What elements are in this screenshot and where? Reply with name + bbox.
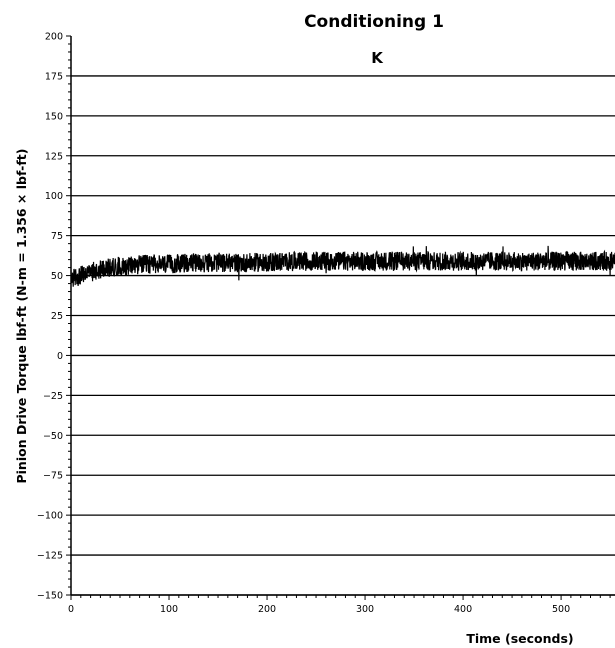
y-tick-label: 0 (57, 351, 63, 362)
y-tick-label: −125 (37, 551, 63, 562)
plot-area (70, 245, 615, 287)
y-tick-label: 150 (45, 111, 63, 122)
y-tick-label: 125 (45, 151, 63, 162)
x-tick-label: 400 (454, 604, 472, 615)
chart-title: Conditioning 1 (304, 12, 444, 32)
y-tick-labels: 200 175 150 125 100 75 50 25 0 −25 −50 −75 −100 −125 −… (37, 32, 63, 602)
y-axis-label: Pinion Drive Torque lbf-ft (N-m = 1.356 … (14, 148, 29, 483)
y-tick-label: 25 (51, 311, 63, 322)
x-tick-label: 0 (68, 604, 74, 615)
y-tick-label: −25 (43, 391, 63, 402)
y-tick-label: −75 (43, 471, 63, 482)
y-tick-label: 175 (45, 71, 63, 82)
y-tick-label: −100 (37, 511, 63, 522)
y-tick-label: 75 (51, 231, 63, 242)
axes (66, 35, 615, 600)
y-tick-label: 200 (45, 32, 63, 43)
x-tick-labels: 0 100 200 300 400 500 (68, 604, 570, 615)
y-tick-label: −150 (37, 591, 63, 602)
y-tick-label: 100 (45, 191, 63, 202)
panel-label: K (371, 49, 384, 67)
x-tick-label: 100 (160, 604, 178, 615)
y-tick-label: −50 (43, 431, 63, 442)
x-axis-label: Time (seconds) (466, 631, 573, 646)
y-tick-label: 50 (51, 271, 63, 282)
x-tick-label: 300 (356, 604, 374, 615)
x-tick-label: 500 (552, 604, 570, 615)
series-line (70, 245, 615, 287)
x-tick-label: 200 (258, 604, 276, 615)
grid-lines (71, 75, 615, 596)
